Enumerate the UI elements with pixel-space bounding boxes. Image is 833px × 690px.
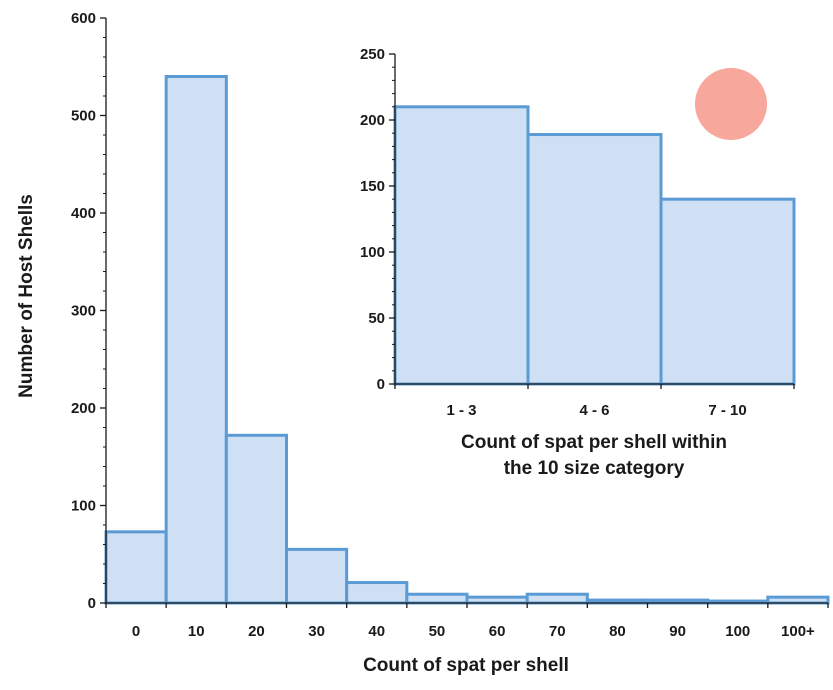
inset-xtick-label: 7 - 10 [708, 402, 746, 419]
main-bar-6 [465, 595, 529, 605]
inset-bar-1 [526, 133, 663, 386]
main-ytick-label: 200 [71, 400, 96, 417]
main-xtick-label: 0 [132, 623, 140, 640]
main-bar-11 [766, 595, 830, 605]
inset-xtick-label: 4 - 6 [579, 402, 609, 419]
main-bar-5 [405, 592, 469, 605]
main-axes [100, 17, 829, 608]
main-y-axis-title: Number of Host Shells [16, 194, 37, 398]
inset-chart: 0 50 100 150 200 250 1 - 3 4 - 6 7 - 10 Count o… [360, 46, 796, 479]
main-xtick-label: 90 [669, 623, 686, 640]
inset-x-axis-title-line-2: the 10 size category [504, 458, 685, 479]
main-ytick-label: 100 [71, 498, 96, 515]
main-xtick-label: 60 [489, 623, 506, 640]
inset-ytick-label: 50 [368, 310, 385, 327]
inset-ytick-label: 0 [377, 376, 385, 393]
inset-ytick-labels: 0 50 100 150 200 250 [360, 46, 385, 393]
main-ytick-label: 500 [71, 108, 96, 125]
main-xtick-label: 80 [609, 623, 626, 640]
main-bar-7 [525, 592, 589, 605]
inset-bars [393, 105, 796, 386]
inset-marker-circle [695, 68, 767, 140]
inset-bar-2 [659, 197, 796, 386]
main-xtick-label: 100+ [781, 623, 815, 640]
inset-xtick-label: 1 - 3 [446, 402, 476, 419]
main-ytick-label: 0 [88, 595, 96, 612]
main-bar-4 [345, 581, 409, 605]
main-xtick-labels: 0 10 20 30 40 50 60 70 80 90 100 100+ [132, 623, 815, 640]
main-bar-1 [164, 75, 228, 605]
main-bars [104, 75, 830, 605]
main-ytick-labels: 0 100 200 300 400 500 600 [71, 10, 96, 612]
main-xtick-label: 100 [725, 623, 750, 640]
inset-xtick-labels: 1 - 3 4 - 6 7 - 10 [446, 402, 746, 419]
inset-x-axis-title-line-1: Count of spat per shell within [461, 432, 727, 453]
main-xtick-label: 50 [429, 623, 446, 640]
main-bar-3 [285, 547, 349, 605]
main-ytick-label: 300 [71, 303, 96, 320]
main-bar-2 [224, 433, 288, 605]
main-xtick-label: 10 [188, 623, 205, 640]
main-xtick-label: 70 [549, 623, 566, 640]
main-bar-0 [104, 530, 168, 605]
inset-bar-0 [393, 105, 530, 386]
main-xtick-label: 40 [368, 623, 385, 640]
main-xtick-label: 30 [308, 623, 325, 640]
main-x-axis-title: Count of spat per shell [363, 655, 569, 676]
main-ytick-label: 400 [71, 205, 96, 222]
inset-axes [389, 53, 795, 389]
inset-ytick-label: 150 [360, 178, 385, 195]
main-ytick-label: 600 [71, 10, 96, 27]
main-xtick-label: 20 [248, 623, 265, 640]
inset-ytick-label: 250 [360, 46, 385, 63]
inset-ytick-label: 200 [360, 112, 385, 129]
inset-ytick-label: 100 [360, 244, 385, 261]
